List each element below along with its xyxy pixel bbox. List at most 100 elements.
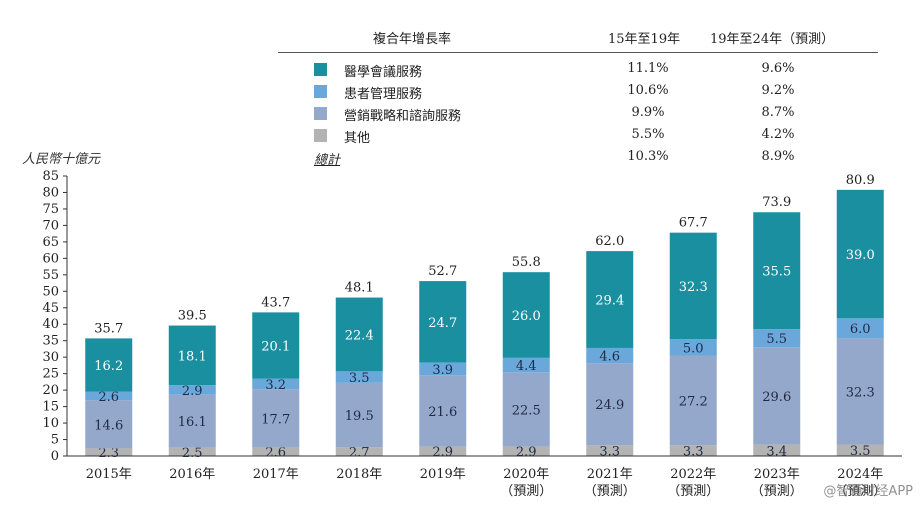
legend-row-marketing-consulting: 營銷戰略和諮詢服務 9.9% 8.7% [278,104,878,124]
bar-value-label: 29.6 [762,390,791,405]
y-tick-label: 85 [42,169,59,184]
y-tick-label: 35 [42,334,59,349]
legend-row-others: 其他 5.5% 4.2% [278,126,878,146]
bar-segment [335,297,383,372]
bar-segment [836,338,884,445]
legend-cagr-19-24: 8.7% [761,105,795,120]
bar-value-label: 2.9 [432,445,453,460]
bar-segment [753,212,801,330]
x-tick-label: 2018年 [336,467,382,482]
bar-segment [669,445,717,456]
bar-value-label: 24.7 [428,316,457,331]
bar-segment [85,448,133,456]
y-tick-label: 75 [42,202,59,217]
legend-cagr-15-19: 10.6% [627,83,669,98]
x-tick-label: 2024年 [837,467,883,482]
bar-segment [502,272,550,358]
legend-total-label: 總計 [314,153,341,168]
y-tick-label: 15 [42,400,59,415]
bar-value-label: 5.5 [766,332,787,347]
y-tick-label: 45 [42,301,59,316]
bar-value-label: 2.5 [182,446,203,461]
bar-segment [753,347,801,445]
legend-label: 其他 [344,131,371,146]
bar-segment [252,447,300,456]
bar-segment [419,375,467,447]
y-tick-label: 25 [42,367,59,382]
bar-segment [502,372,550,447]
bar-total-label: 35.7 [94,321,123,336]
legend-swatch-icon [314,85,327,98]
bar-total-label: 48.1 [345,281,374,296]
bar-value-label: 3.4 [766,444,787,459]
bar-value-label: 16.2 [94,359,123,374]
y-tick-label: 0 [51,449,59,464]
bar-value-label: 3.3 [683,445,704,460]
bar-value-label: 2.9 [182,384,203,399]
bar-value-label: 4.4 [516,359,537,374]
bar-segment [419,281,467,363]
bar-segment [669,339,717,356]
legend-cagr-15-19: 9.9% [631,105,665,120]
bar-total-label: 39.5 [178,309,207,324]
legend-cagr-19-24: 4.2% [761,127,795,142]
bar-value-label: 27.2 [679,394,708,409]
bar-segment [252,312,300,379]
bar-value-label: 22.5 [512,403,541,418]
bar-value-label: 20.1 [261,339,290,354]
bar-value-label: 21.6 [428,405,457,420]
bar-segment [586,363,634,446]
y-axis-title: 人民幣十億元 [22,152,101,167]
bar-total-label: 80.9 [846,173,875,188]
bar-total-label: 43.7 [261,295,290,310]
bar-value-label: 3.3 [599,445,620,460]
y-tick-label: 5 [51,433,59,448]
bar-value-label: 32.3 [679,280,708,295]
legend-label: 患者管理服務 [344,87,423,102]
bar-segment [252,389,300,448]
legend-header-title: 複合年增長率 [373,32,452,47]
legend-total-cagr-19-24: 8.9% [761,149,795,164]
bar-value-label: 3.5 [349,371,370,386]
bar-value-label: 35.5 [762,265,791,280]
bar-segment [85,391,133,401]
y-tick-label: 20 [42,383,59,398]
bar-value-label: 2.6 [265,446,286,461]
y-tick-label: 30 [42,350,59,365]
bar-segment [419,362,467,376]
bar-segment [836,444,884,456]
bar-segment [335,382,383,448]
bar-value-label: 6.0 [850,322,871,337]
bar-total-label: 62.0 [595,234,624,249]
bar-segment [836,189,884,319]
bar-total-label: 55.8 [512,255,541,270]
legend-row-total: 總計 10.3% 8.9% [278,148,878,168]
y-tick-label: 10 [42,416,59,431]
bar-value-label: 2.6 [98,390,119,405]
x-tick-label: 2016年 [169,467,215,482]
bar-value-label: 19.5 [345,409,374,424]
legend-row-medical-conference: 醫學會議服務 11.1% 9.6% [278,60,878,80]
y-tick-label: 55 [42,268,59,283]
bar-value-label: 2.7 [349,446,370,461]
legend-cagr-19-24: 9.6% [761,61,795,76]
bar-segment [168,385,216,395]
legend-header-col2: 19年至24年（預測） [710,32,835,47]
bar-segment [586,347,634,364]
bar-segment [586,251,634,348]
bar-segment [502,446,550,456]
bar-segment [753,329,801,348]
bar-value-label: 18.1 [178,349,207,364]
bar-value-label: 5.0 [683,341,704,356]
bar-value-label: 14.6 [94,418,123,433]
bar-value-label: 2.3 [98,446,119,461]
bar-value-label: 22.4 [345,328,374,343]
legend-cagr-15-19: 11.1% [627,61,669,76]
legend-swatch-icon [314,63,327,76]
bar-segment [502,357,550,373]
x-tick-label: 2015年 [86,467,132,482]
y-tick-label: 65 [42,235,59,250]
bar-segment [85,400,133,449]
legend-total-cagr-15-19: 10.3% [627,149,669,164]
